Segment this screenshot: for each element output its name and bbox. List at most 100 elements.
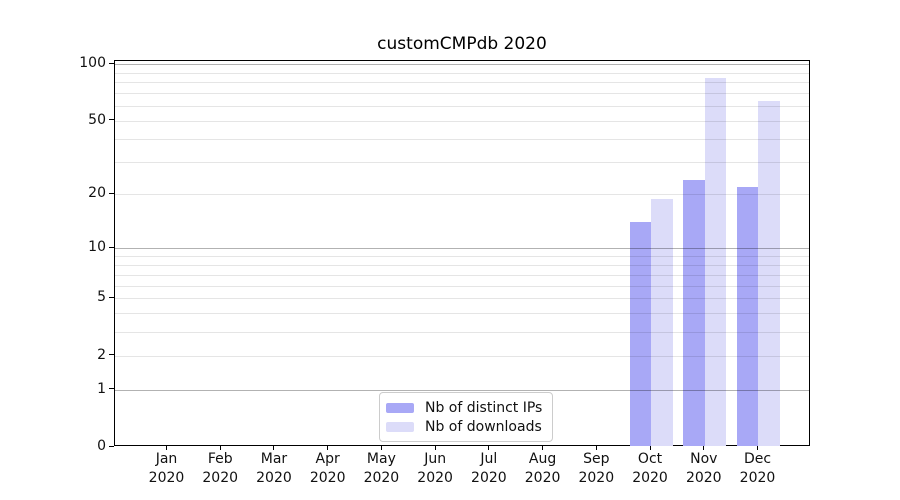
x-tick-mark (488, 446, 490, 450)
x-tick-year: 2020 (471, 470, 507, 486)
x-tick-mark (273, 446, 275, 450)
y-tick-label: 2 (97, 346, 106, 363)
legend-swatch-distinct-ips (386, 402, 414, 413)
x-tick-label: Jan 2020 (127, 450, 207, 488)
x-tick-month: Jun (424, 451, 447, 467)
y-tick-label: 5 (97, 289, 106, 306)
x-tick-label: Oct 2020 (610, 450, 690, 488)
x-tick-year: 2020 (256, 470, 292, 486)
x-tick-label: Mar 2020 (234, 450, 314, 488)
y-tick-label: 100 (79, 55, 106, 72)
gridline-minor (115, 256, 809, 257)
x-tick-mark (380, 446, 382, 450)
x-tick-year: 2020 (148, 470, 185, 486)
y-tick-label: 50 (88, 111, 106, 128)
legend: Nb of distinct IPs Nb of downloads (379, 392, 554, 442)
x-tick-label: Apr 2020 (288, 450, 368, 488)
x-tick-mark (327, 446, 329, 450)
gridline-minor (115, 355, 809, 357)
x-tick-month: Mar (260, 451, 288, 467)
legend-label: Nb of downloads (425, 418, 542, 435)
chart-title: customCMPdb 2020 (377, 34, 547, 54)
plot-area: Nb of distinct IPs Nb of downloads (114, 60, 810, 446)
x-tick-month: Feb (207, 451, 233, 467)
x-tick-mark (649, 446, 651, 450)
bar-dec-2020-s1 (758, 100, 780, 446)
x-tick-month: Aug (528, 451, 557, 467)
x-tick-mark (542, 446, 544, 450)
x-tick-mark (219, 446, 221, 450)
gridline-minor (115, 82, 809, 84)
x-tick-year: 2020 (309, 470, 346, 486)
x-tick-month: Jul (480, 451, 498, 467)
gridline-minor (115, 298, 809, 300)
gridline-minor (115, 162, 809, 164)
gridline-minor (115, 72, 809, 74)
gridline-minor (115, 120, 809, 122)
x-tick-month: Sep (583, 451, 610, 467)
x-tick-label: Sep 2020 (556, 450, 636, 488)
y-tick-mark (109, 62, 114, 64)
y-tick-label: 10 (88, 239, 106, 256)
x-tick-month: Oct (637, 451, 663, 467)
gridline-minor (115, 332, 809, 333)
y-tick-mark (109, 354, 114, 356)
gridline-minor (115, 93, 809, 95)
x-tick-label: Jul 2020 (449, 450, 529, 488)
legend-swatch-downloads (386, 421, 414, 432)
gridline-major (115, 389, 809, 391)
y-tick-mark (109, 246, 114, 248)
bar-oct-2020-s0 (629, 222, 652, 446)
gridline-minor (115, 264, 809, 266)
bar-nov-2020-s1 (704, 77, 727, 446)
gridline-minor (115, 194, 809, 196)
x-tick-mark (595, 446, 597, 450)
x-tick-year: 2020 (417, 470, 453, 486)
x-tick-year: 2020 (363, 470, 400, 486)
x-tick-label: May 2020 (341, 450, 421, 488)
x-tick-year: 2020 (632, 470, 668, 486)
gridline-minor (115, 285, 809, 287)
gridline-minor (115, 274, 809, 276)
x-tick-month: Dec (743, 451, 772, 467)
gridline-minor (115, 313, 809, 315)
x-tick-year: 2020 (524, 470, 561, 486)
gridline-major (115, 64, 809, 66)
x-tick-year: 2020 (739, 470, 776, 486)
x-tick-mark (756, 446, 758, 450)
bar-nov-2020-s0 (683, 179, 705, 446)
x-tick-label: Aug 2020 (503, 450, 583, 488)
y-tick-mark (109, 119, 114, 121)
gridline-major (115, 248, 809, 250)
gridline-minor (115, 138, 809, 140)
x-tick-month: Jan (155, 451, 178, 467)
gridline-minor (115, 106, 809, 107)
x-tick-label: Feb 2020 (180, 450, 260, 488)
x-tick-month: Nov (690, 451, 718, 467)
y-tick-label: 20 (88, 185, 106, 202)
x-tick-label: Dec 2020 (717, 450, 797, 488)
y-tick-label: 0 (97, 438, 106, 454)
x-tick-year: 2020 (202, 470, 239, 486)
grid-layer (115, 61, 809, 445)
legend-item: Nb of distinct IPs (386, 398, 542, 417)
x-tick-year: 2020 (685, 470, 722, 486)
y-tick-mark (109, 192, 114, 194)
x-tick-mark (703, 446, 705, 450)
x-tick-month: May (366, 451, 396, 467)
bars-layer (115, 61, 809, 446)
y-tick-mark (109, 445, 114, 447)
x-tick-year: 2020 (578, 470, 615, 486)
y-tick-mark (109, 388, 114, 389)
x-tick-month: Apr (315, 451, 340, 467)
y-tick-mark (109, 296, 114, 298)
bar-dec-2020-s0 (736, 186, 759, 446)
y-tick-label: 1 (97, 380, 106, 397)
bar-oct-2020-s1 (651, 198, 673, 446)
x-tick-mark (434, 446, 436, 450)
legend-item: Nb of downloads (386, 417, 542, 436)
x-tick-mark (166, 446, 167, 450)
x-tick-label: Jun 2020 (395, 450, 475, 488)
legend-label: Nb of distinct IPs (425, 399, 543, 416)
